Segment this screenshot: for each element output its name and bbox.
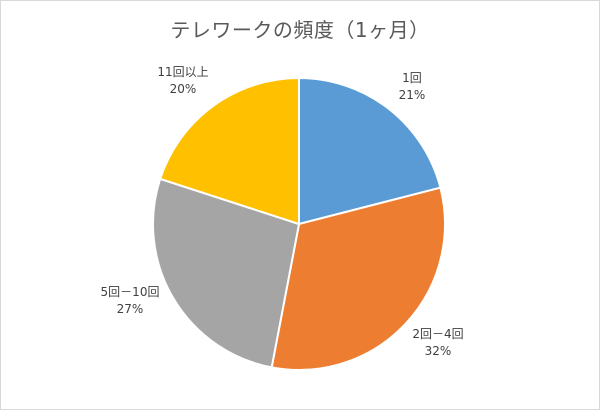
pie-slice-3 bbox=[158, 76, 300, 226]
pie-labels: 1回 21% 2回－4回 32% 5回－10回 27% 11回以上 20% bbox=[101, 65, 464, 358]
slice-label-0: 1回 bbox=[402, 71, 422, 85]
pie-slice-2 bbox=[152, 177, 301, 369]
slice-label-1: 2回－4回 bbox=[412, 327, 463, 341]
pie-slice-0 bbox=[298, 76, 442, 226]
slice-value-label-1: 32% bbox=[425, 344, 452, 358]
slice-label-3: 11回以上 bbox=[157, 65, 208, 79]
slice-value-label-3: 20% bbox=[170, 82, 197, 96]
slice-label-2: 5回－10回 bbox=[101, 285, 160, 299]
chart-title: テレワークの頻度（1ヶ月） bbox=[170, 18, 430, 42]
pie-slices bbox=[152, 76, 446, 371]
slice-value-label-0: 21% bbox=[399, 88, 426, 102]
pie-slice-1 bbox=[270, 186, 446, 371]
slice-value-label-2: 27% bbox=[117, 302, 144, 316]
